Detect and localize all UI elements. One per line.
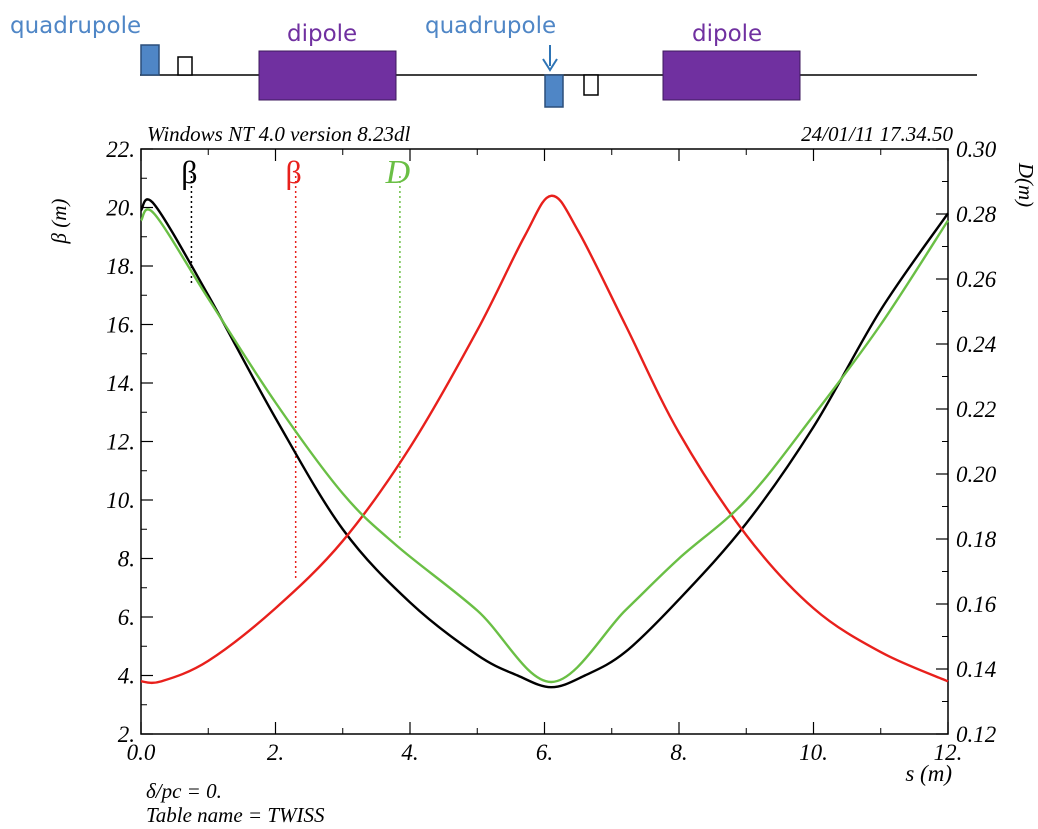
quadrupole-label-mid: quadrupole [425, 13, 556, 39]
timestamp-header: 24/01/11 17.34.50 [801, 122, 953, 146]
x-axis-title: s (m) [905, 761, 952, 786]
y2-tick-label: 0.22 [956, 397, 996, 422]
table-name-note: Table name = TWISS [146, 803, 325, 827]
y-tick-label: 18. [106, 254, 135, 279]
quadrupole-element-left [140, 44, 160, 76]
series-line-1 [140, 194, 949, 685]
energy-deviation-note: δ/pc = 0. [146, 779, 222, 803]
dipole-element-right [662, 50, 801, 101]
y-tick-label: 22. [106, 137, 135, 162]
arrow-head-icon [542, 58, 558, 72]
legend-symbol: D [385, 154, 411, 191]
y-tick-label: 20. [106, 196, 135, 221]
y2-tick-label: 0.30 [956, 137, 997, 162]
x-tick-label: 12. [934, 740, 963, 765]
y2-tick-label: 0.14 [956, 657, 996, 682]
y2-tick-label: 0.24 [956, 332, 996, 357]
x-tick-label: 6. [536, 740, 553, 765]
y-axis-right-title: D(m) [1014, 162, 1038, 207]
x-tick-label: 4. [401, 740, 418, 765]
sextupole-element-mid [583, 74, 599, 96]
series-line-0 [140, 198, 949, 689]
plot-frame [140, 148, 949, 735]
y-tick-label: 12. [106, 430, 135, 455]
sextupole-element-left [177, 56, 193, 76]
y2-tick-label: 0.26 [956, 267, 997, 292]
x-tick-label: 8. [670, 740, 687, 765]
dipole-label-right: dipole [692, 21, 762, 47]
y2-tick-label: 0.12 [956, 722, 996, 747]
lattice-schematic: quadrupole dipole quadrupole dipole [10, 13, 977, 108]
series-line-2 [140, 208, 950, 684]
y-tick-label: 14. [106, 371, 135, 396]
axis-ticks: 0.0 2. 4. 6. 8. 10. 12.2.4.6.8.10.12.14.16.18.… [106, 137, 997, 765]
y-tick-label: 6. [118, 605, 135, 630]
y-tick-label: 10. [106, 488, 135, 513]
optics-curves [140, 194, 950, 689]
y2-tick-label: 0.20 [956, 462, 997, 487]
y-tick-label: 8. [118, 547, 135, 572]
y2-tick-label: 0.16 [956, 592, 997, 617]
quadrupole-label-left: quadrupole [10, 13, 141, 39]
legend-symbol: β [181, 154, 197, 190]
y-tick-label: 16. [106, 313, 135, 338]
program-version-header: Windows NT 4.0 version 8.23dl [147, 122, 410, 146]
y-tick-label: 2. [118, 722, 135, 747]
dipole-label-left: dipole [287, 21, 357, 47]
y-axis-left-title: β (m) [47, 199, 71, 245]
y-tick-label: 4. [118, 664, 135, 689]
quadrupole-element-mid [544, 74, 564, 108]
x-tick-label: 10. [799, 740, 828, 765]
x-tick-label: 0.0 [127, 740, 156, 765]
y2-tick-label: 0.28 [956, 202, 997, 227]
legend-symbol: β [286, 154, 302, 190]
x-tick-label: 2. [267, 740, 284, 765]
y2-tick-label: 0.18 [956, 527, 997, 552]
dipole-element-left [258, 50, 397, 101]
